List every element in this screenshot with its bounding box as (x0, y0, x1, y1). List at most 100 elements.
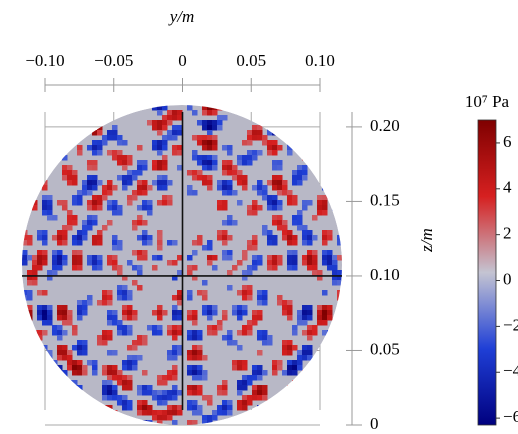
field-cell (287, 150, 293, 156)
field-cell (257, 205, 263, 211)
field-cell (317, 200, 323, 206)
field-cell (252, 320, 258, 326)
field-cell (267, 340, 273, 346)
field-cell (102, 395, 108, 401)
field-cell (97, 205, 103, 211)
field-cell (172, 375, 178, 381)
field-cell (317, 305, 323, 311)
field-cell (152, 395, 158, 401)
field-cell (232, 175, 238, 181)
field-cell (197, 170, 203, 176)
field-cell (242, 250, 248, 256)
field-cell (302, 200, 308, 206)
field-cell (112, 255, 118, 261)
field-cell (127, 305, 133, 311)
field-cell (137, 220, 143, 226)
field-cell (187, 185, 193, 191)
field-cell (242, 385, 248, 391)
field-cell (172, 315, 178, 321)
field-cell (252, 370, 258, 376)
field-cell (222, 235, 228, 241)
field-cell (272, 260, 278, 266)
field-cell (97, 150, 103, 156)
field-cell (37, 305, 43, 311)
field-cell (62, 350, 68, 356)
field-cell (192, 275, 198, 281)
field-cell (157, 240, 163, 246)
field-cell (197, 160, 203, 166)
field-cell (262, 140, 268, 146)
field-cell (107, 150, 113, 156)
field-cell (77, 305, 83, 311)
field-cell (292, 235, 298, 241)
field-cell (102, 140, 108, 146)
field-cell (57, 370, 63, 376)
field-cell (117, 370, 123, 376)
field-cell (257, 125, 263, 131)
field-cell (267, 125, 273, 131)
field-cell (197, 155, 203, 161)
field-cell (302, 225, 308, 231)
field-cell (222, 205, 228, 211)
field-cell (207, 415, 213, 421)
field-cell (77, 385, 83, 391)
field-cell (147, 410, 153, 416)
field-cell (192, 355, 198, 361)
field-cell (87, 300, 93, 306)
field-cell (187, 290, 193, 296)
field-cell (122, 325, 128, 331)
field-cell (222, 160, 228, 166)
field-cell (77, 345, 83, 351)
field-cell (157, 230, 163, 236)
field-cell (97, 260, 103, 266)
field-cell (122, 330, 128, 336)
field-cell (57, 255, 63, 261)
field-cell (272, 365, 278, 371)
field-cell (337, 315, 342, 321)
field-cell (232, 220, 238, 226)
field-cell (137, 410, 143, 416)
field-cell (212, 325, 218, 331)
field-cell (22, 290, 28, 296)
field-cell (32, 265, 38, 271)
field-cell (62, 235, 68, 241)
field-cell (337, 255, 342, 261)
field-cell (247, 265, 253, 271)
field-cell (232, 305, 238, 311)
field-cell (197, 350, 203, 356)
field-cell (37, 315, 43, 321)
field-cell (207, 400, 213, 406)
field-cell (187, 370, 193, 376)
field-cell (47, 270, 53, 276)
field-cell (102, 365, 108, 371)
field-cell (202, 310, 208, 316)
field-cell (62, 240, 68, 246)
field-cell (147, 240, 153, 246)
field-cell (302, 260, 308, 266)
field-cell (152, 140, 158, 146)
field-cell (172, 150, 178, 156)
field-cell (142, 160, 148, 166)
field-cell (267, 235, 273, 241)
field-cell (92, 150, 98, 156)
field-cell (317, 210, 323, 216)
field-cell (207, 140, 213, 146)
field-cell (297, 225, 303, 231)
field-cell (337, 295, 342, 301)
field-cell (67, 170, 73, 176)
field-cell (162, 155, 168, 161)
field-cell (257, 255, 263, 261)
field-cell (167, 410, 173, 416)
field-cell (277, 220, 283, 226)
field-cell (292, 380, 298, 386)
field-cell (62, 370, 68, 376)
field-cell (87, 220, 93, 226)
field-cell (187, 295, 193, 301)
field-cell (157, 400, 163, 406)
field-cell (117, 160, 123, 166)
field-cell (192, 240, 198, 246)
field-cell (307, 235, 313, 241)
field-cell (72, 385, 78, 391)
field-cell (147, 120, 153, 126)
field-cell (37, 330, 43, 336)
